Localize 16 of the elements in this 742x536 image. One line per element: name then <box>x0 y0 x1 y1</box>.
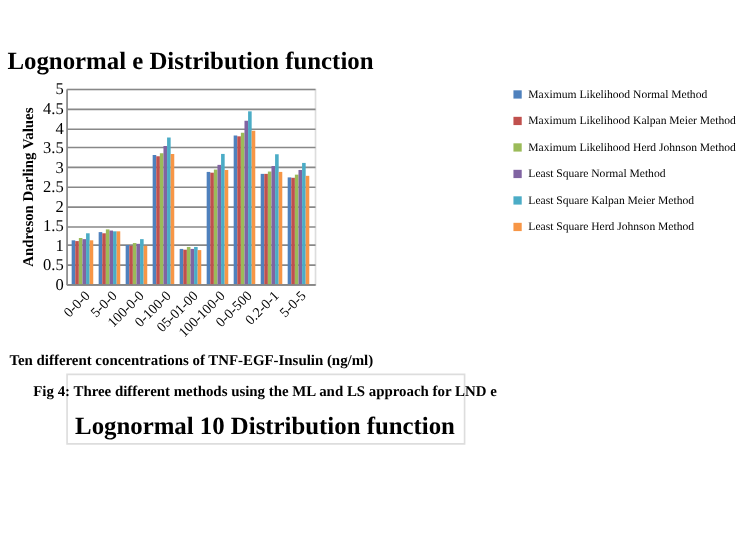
text: Lognormal 10 Distribution function <box>75 411 456 440</box>
y-tick-label: 3 <box>55 158 64 177</box>
chart-title: Lognormal e Distribution function <box>7 46 374 75</box>
y-tick-label: 0 <box>55 275 64 294</box>
y-tick-label: 2 <box>55 197 64 216</box>
x-axis-title: Ten different concentrations of TNF-EGF-Insulin (ng/ml) <box>9 350 375 369</box>
caption: Fig 4: Three different methods using the ML and LS approach for LND e <box>33 381 499 400</box>
y-tick-label: 4 <box>55 119 64 138</box>
y-tick-label: 1 <box>55 236 64 255</box>
y-tick-label: 1.5 <box>43 217 64 236</box>
y-tick-label: 0.5 <box>43 256 64 275</box>
y-tick-label: 2.5 <box>43 178 64 197</box>
y-tick-label: 5 <box>55 80 64 99</box>
y-axis-title: Andreson Darling Values <box>19 107 38 267</box>
y-tick-label: 3.5 <box>43 139 64 158</box>
y-tick-label: 4.5 <box>43 100 64 118</box>
